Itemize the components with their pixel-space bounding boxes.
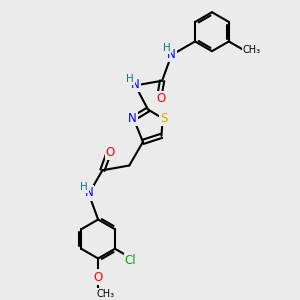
- Text: Cl: Cl: [125, 254, 136, 267]
- Text: O: O: [156, 92, 166, 106]
- Text: H: H: [163, 43, 170, 53]
- Text: N: N: [167, 48, 176, 61]
- Text: H: H: [127, 74, 134, 84]
- Text: N: N: [84, 186, 93, 200]
- Text: CH₃: CH₃: [97, 289, 115, 298]
- Text: N: N: [131, 78, 140, 91]
- Text: O: O: [94, 271, 103, 284]
- Text: O: O: [106, 146, 115, 159]
- Text: N: N: [128, 112, 137, 125]
- Text: H: H: [80, 182, 88, 192]
- Text: CH₃: CH₃: [243, 45, 261, 55]
- Text: S: S: [160, 112, 167, 125]
